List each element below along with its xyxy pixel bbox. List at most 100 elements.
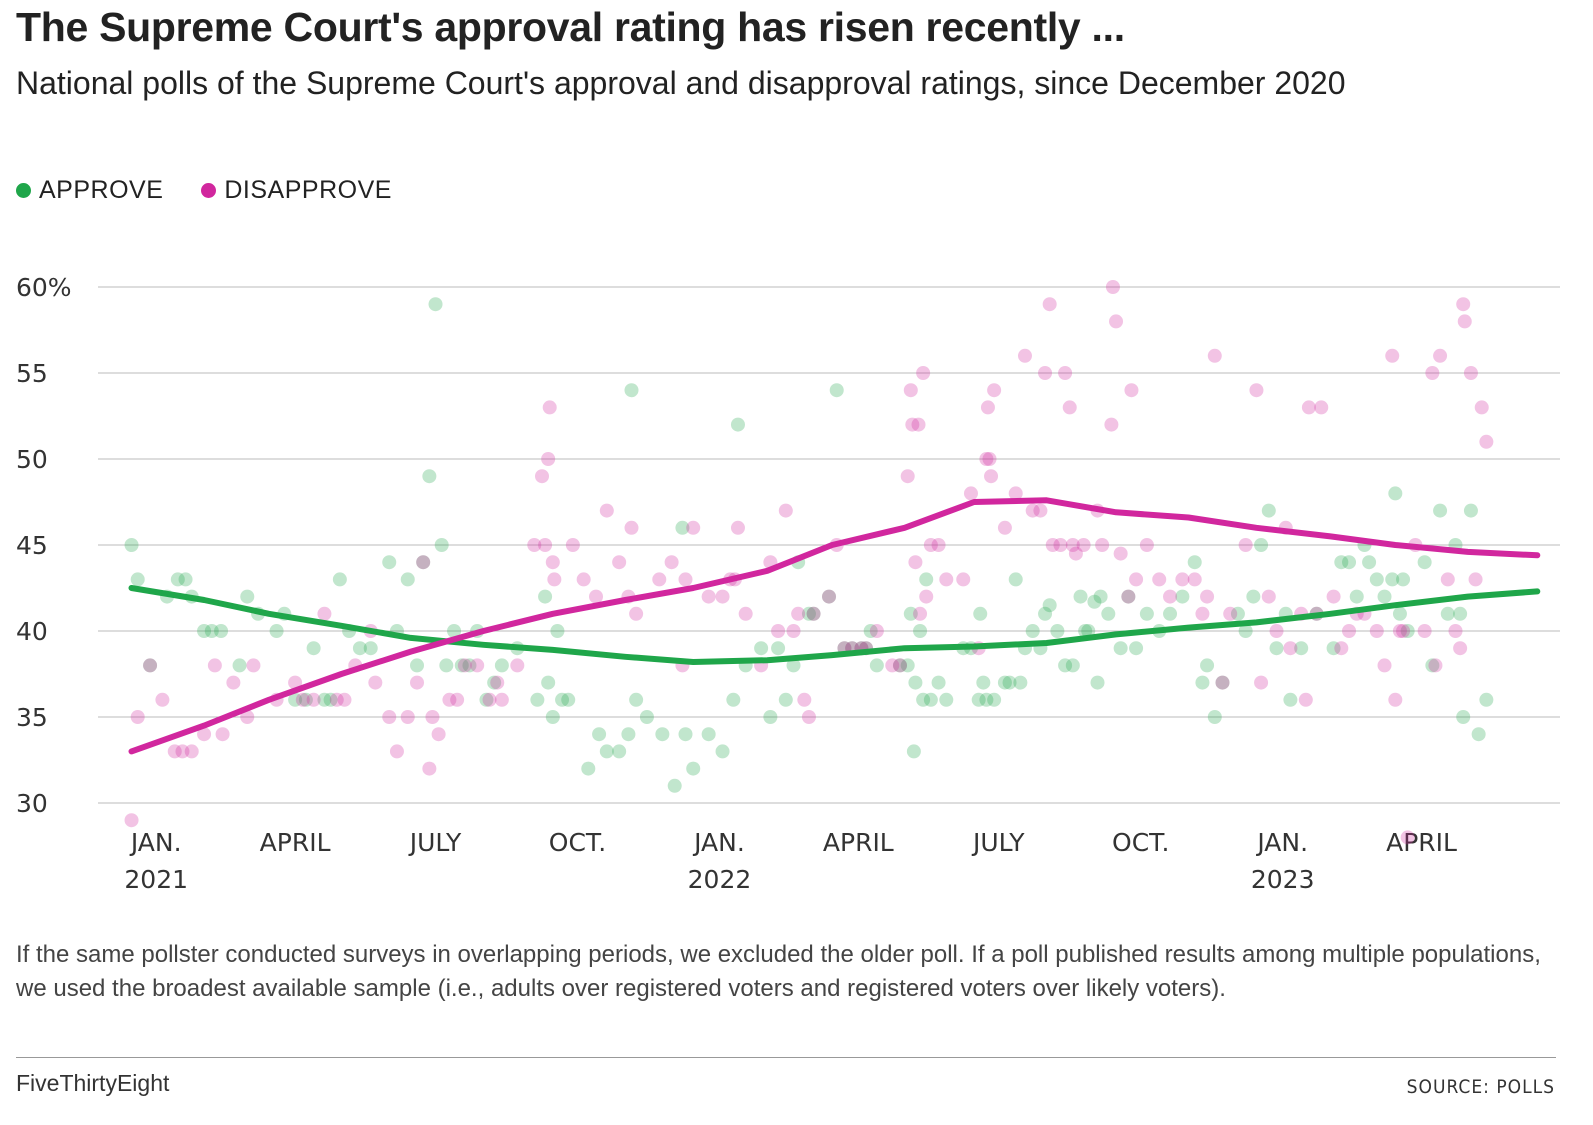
disapprove-poll-point — [306, 692, 321, 707]
approve-trend-line — [128, 585, 1541, 665]
disapprove-poll-point — [207, 658, 222, 673]
approve-poll-point — [1362, 555, 1377, 570]
approve-poll-point — [678, 727, 693, 742]
disapprove-poll-point — [997, 520, 1012, 535]
approve-poll-point — [1139, 606, 1154, 621]
disapprove-poll-point — [1124, 383, 1139, 398]
disapprove-poll-point — [908, 555, 923, 570]
disapprove-poll-point — [1152, 572, 1167, 587]
approve-poll-point — [400, 572, 415, 587]
disapprove-poll-point — [431, 727, 446, 742]
approve-poll-point — [462, 658, 477, 673]
approve-poll-point — [410, 658, 425, 673]
approve-poll-point — [1479, 692, 1494, 707]
approve-poll-point — [976, 675, 991, 690]
legend: APPROVE DISAPPROVE — [16, 176, 392, 205]
disapprove-poll-point — [167, 744, 182, 759]
approve-poll-point — [906, 744, 921, 759]
disapprove-poll-point — [701, 589, 716, 604]
disapprove-poll-point — [184, 744, 199, 759]
approve-poll-point — [939, 692, 954, 707]
disapprove-poll-point — [730, 520, 745, 535]
legend-dot-approve — [16, 183, 31, 198]
approve-poll-point — [306, 641, 321, 656]
disapprove-poll-point — [900, 469, 915, 484]
approve-poll-point — [1392, 606, 1407, 621]
disapprove-poll-point — [778, 503, 793, 518]
approve-poll-point — [581, 761, 596, 776]
x-tick-label-4: JAN. — [692, 828, 745, 857]
approve-poll-point — [973, 606, 988, 621]
disapprove-poll-point — [545, 555, 560, 570]
approve-poll-point — [1175, 589, 1190, 604]
approve-poll-point — [715, 744, 730, 759]
approve-poll-point — [232, 658, 247, 673]
disapprove-poll-point — [1175, 572, 1190, 587]
approve-poll-point — [1349, 589, 1364, 604]
y-axis-ticks: 60% 55 50 45 40 35 30 — [16, 273, 72, 818]
disapprove-poll-point — [1017, 348, 1032, 363]
approve-poll-point — [701, 727, 716, 742]
y-tick-label-45: 45 — [16, 531, 48, 560]
approve-poll-point — [639, 710, 654, 724]
disapprove-poll-point — [715, 589, 730, 604]
disapprove-trend-line — [128, 497, 1541, 755]
disapprove-poll-point — [1261, 589, 1276, 604]
approve-poll-point — [892, 658, 907, 673]
approve-poll-point — [913, 624, 928, 638]
approve-poll-point — [1113, 641, 1128, 656]
approve-poll-point — [592, 727, 607, 742]
disapprove-poll-point — [1249, 383, 1264, 398]
x-tick-label-7: OCT. — [1112, 828, 1169, 857]
disapprove-poll-point — [1129, 572, 1144, 587]
approve-poll-point — [1025, 624, 1040, 638]
disapprove-poll-point — [1215, 675, 1230, 690]
approve-poll-point — [686, 761, 701, 776]
x-tick-label-8: JAN. — [1255, 828, 1308, 857]
disapprove-poll-point — [599, 503, 614, 518]
disapprove-poll-point — [903, 383, 918, 398]
x-tick-label-9: APRIL — [1386, 828, 1457, 857]
approve-poll-point — [197, 624, 212, 638]
disapprove-poll-point — [963, 486, 978, 501]
x-tick-label-6: JULY — [971, 828, 1025, 857]
approve-poll-point — [1230, 606, 1245, 621]
approve-poll-point — [550, 624, 565, 638]
disapprove-poll-point — [738, 606, 753, 621]
disapprove-poll-point — [1269, 624, 1284, 638]
approve-poll-point — [1294, 641, 1309, 656]
trend-lines — [128, 497, 1541, 755]
disapprove-poll-point — [416, 555, 431, 570]
approve-poll-point — [288, 692, 303, 707]
approve-poll-point — [555, 692, 570, 707]
x-tick-label-3: OCT. — [549, 828, 606, 857]
approve-poll-point — [269, 624, 284, 638]
disapprove-poll-point — [197, 727, 212, 742]
disapprove-poll-point — [791, 606, 806, 621]
disapprove-poll-point — [143, 658, 158, 673]
x-tick-label-1: APRIL — [260, 828, 331, 857]
disapprove-poll-point — [490, 675, 505, 690]
disapprove-poll-point — [1058, 366, 1073, 380]
disapprove-poll-point — [1065, 538, 1080, 552]
disapprove-poll-point — [175, 744, 190, 759]
approve-poll-point — [1388, 486, 1403, 501]
disapprove-poll-point — [1400, 830, 1415, 845]
y-tick-label-60: 60% — [16, 273, 72, 302]
approve-poll-point — [1008, 572, 1023, 587]
approve-poll-point — [667, 778, 682, 793]
approve-poll-point — [363, 641, 378, 656]
disapprove-poll-point — [678, 572, 693, 587]
disapprove-poll-point — [470, 658, 485, 673]
disapprove-poll-point — [797, 692, 812, 707]
disapprove-poll-point — [1254, 675, 1269, 690]
disapprove-poll-point — [892, 658, 907, 673]
disapprove-poll-point — [1334, 641, 1349, 656]
approve-poll-point — [612, 744, 627, 759]
legend-dot-disapprove — [201, 183, 217, 198]
disapprove-poll-point — [1417, 624, 1432, 638]
approve-poll-point — [624, 383, 639, 398]
disapprove-poll-point — [806, 606, 821, 621]
approve-poll-point — [900, 658, 915, 673]
disapprove-poll-point — [1396, 624, 1411, 638]
